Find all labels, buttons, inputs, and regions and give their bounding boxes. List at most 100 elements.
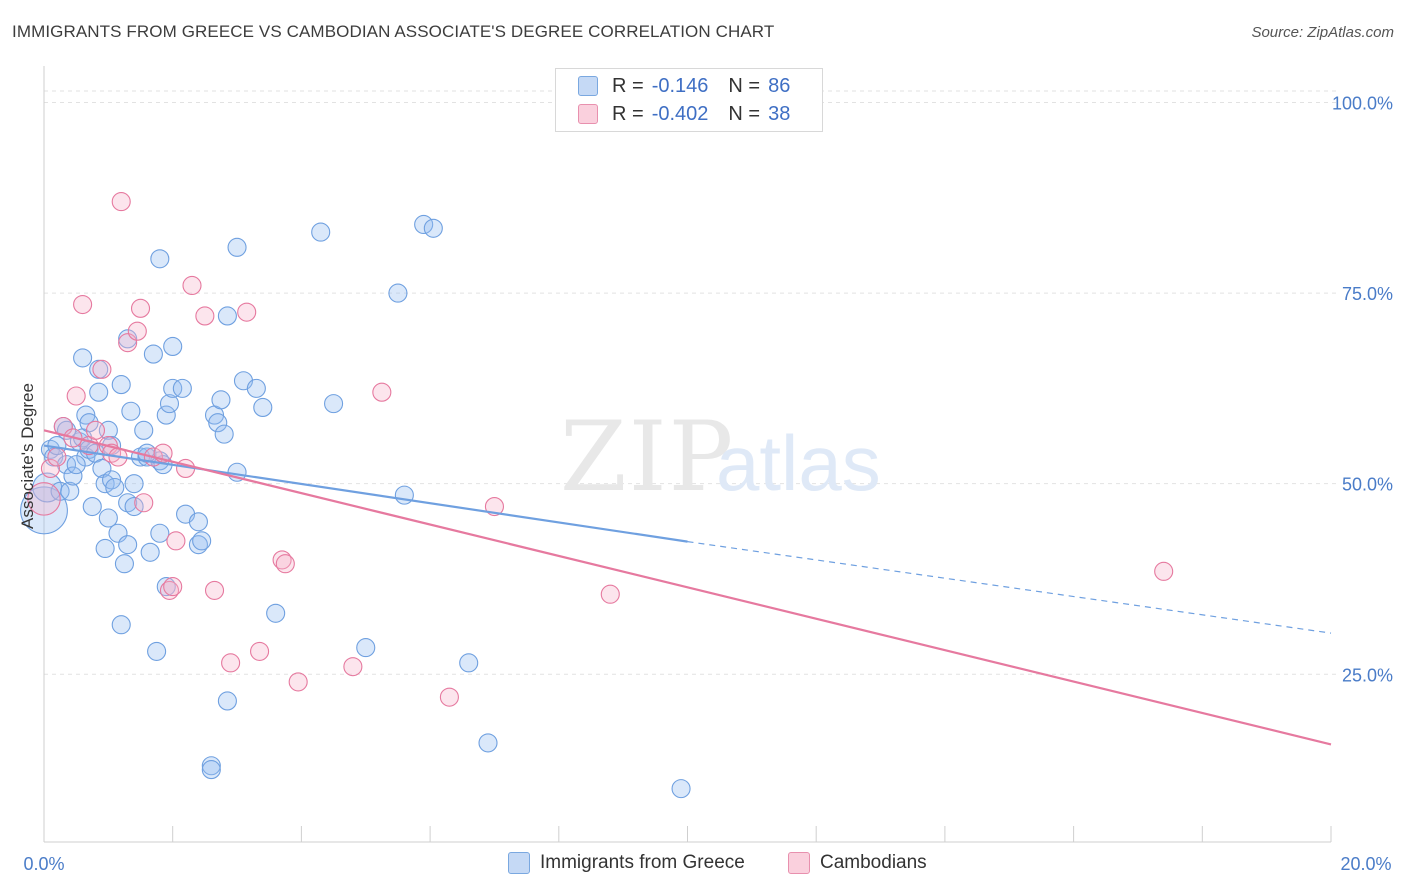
point-greece — [150, 523, 170, 543]
point-greece — [459, 653, 479, 673]
series-label-greece: Immigrants from Greece — [540, 852, 745, 873]
point-greece — [188, 512, 208, 532]
point-greece — [98, 508, 118, 528]
point-greece — [478, 733, 498, 753]
point-greece — [253, 397, 273, 417]
series-legend-greece[interactable]: Immigrants from Greece — [508, 852, 745, 874]
point-greece — [150, 249, 170, 269]
legend-r-value: -0.402 — [651, 102, 709, 125]
point-cambodian — [166, 531, 186, 551]
watermark-zip: ZIP — [560, 401, 735, 513]
point-greece — [311, 222, 331, 242]
y-axis-label: Associate's Degree — [18, 383, 37, 529]
point-greece — [118, 535, 138, 555]
legend-n-value: 86 — [768, 74, 791, 97]
point-cambodian — [47, 447, 67, 467]
x-tick-label: 0.0% — [23, 854, 64, 874]
point-greece — [124, 474, 144, 494]
chart-title: IMMIGRANTS FROM GREECE VS CAMBODIAN ASSO… — [12, 22, 775, 41]
stats-legend: R = -0.146 N = 86 R = -0.402 N = 38 — [555, 68, 823, 132]
point-cambodian — [134, 493, 154, 513]
watermark-atlas: atlas — [716, 419, 881, 507]
point-greece — [105, 477, 125, 498]
point-greece — [163, 378, 183, 398]
point-cambodian — [250, 641, 270, 661]
point-cambodian — [130, 298, 151, 318]
legend-swatch-greece — [578, 76, 598, 96]
point-greece — [266, 603, 286, 623]
y-tick-label: 50.0% — [1342, 475, 1393, 495]
point-greece — [217, 691, 237, 711]
point-greece — [124, 497, 144, 517]
point-greece — [356, 638, 376, 658]
point-cambodian — [66, 386, 86, 406]
point-cambodian — [288, 672, 308, 692]
point-cambodian — [73, 294, 93, 315]
point-greece — [192, 531, 212, 551]
point-greece — [66, 455, 86, 475]
point-greece — [188, 535, 208, 555]
point-greece — [114, 554, 134, 574]
legend-n-label: N = — [728, 74, 761, 97]
series-legend: Immigrants from Greece Cambodians — [0, 852, 1406, 878]
trend-line-cambodian — [43, 429, 1332, 746]
point-greece — [79, 413, 99, 433]
point-cambodian — [237, 302, 257, 322]
legend-n-value: 38 — [768, 102, 791, 125]
point-greece — [121, 401, 141, 421]
y-tick-label: 100.0% — [1332, 93, 1393, 113]
x-tick-label: 20.0% — [1340, 854, 1391, 874]
point-greece — [56, 455, 77, 475]
point-greece — [147, 641, 167, 661]
point-greece — [246, 378, 266, 398]
point-greece — [89, 382, 109, 402]
point-greece — [159, 394, 180, 414]
point-cambodian — [40, 458, 60, 478]
point-greece — [140, 542, 160, 562]
point-greece — [324, 394, 344, 414]
point-greece — [423, 218, 443, 238]
point-cambodian — [27, 482, 61, 516]
point-greece — [414, 214, 434, 235]
point-greece — [63, 466, 83, 486]
series-label-cambodians: Cambodians — [820, 852, 927, 873]
series-legend-cambodians[interactable]: Cambodians — [788, 852, 927, 874]
point-cambodian — [127, 321, 147, 341]
point-cambodian — [182, 275, 202, 296]
legend-swatch-cambodians — [578, 104, 598, 124]
point-cambodian — [92, 359, 112, 379]
point-greece — [208, 413, 228, 433]
axes — [43, 66, 1332, 843]
point-greece — [211, 390, 231, 410]
point-greece — [156, 405, 176, 425]
point-greece — [201, 760, 221, 780]
legend-row-cambodians: R = -0.402 N = 38 — [578, 101, 790, 127]
point-greece — [76, 405, 96, 425]
y-tick-label: 25.0% — [1342, 665, 1393, 685]
point-cambodian — [204, 580, 225, 600]
trend-line-greece — [43, 444, 688, 543]
point-greece — [214, 424, 234, 444]
source-label: Source: ZipAtlas.com — [1251, 24, 1394, 41]
point-cambodian — [343, 657, 363, 677]
trend-line-extension-greece — [687, 541, 1332, 634]
legend-n-label: N = — [728, 102, 761, 125]
point-cambodian — [85, 420, 106, 440]
point-greece — [671, 779, 691, 799]
point-greece — [95, 538, 115, 559]
point-greece — [102, 470, 122, 490]
point-cambodian — [1154, 561, 1174, 581]
point-cambodian — [600, 584, 620, 604]
point-greece — [82, 497, 102, 517]
point-greece — [217, 306, 237, 326]
point-greece — [143, 344, 163, 364]
point-cambodian — [111, 192, 131, 212]
point-greece — [227, 237, 247, 257]
series-swatch-greece — [508, 852, 530, 874]
legend-r-value: -0.146 — [651, 74, 709, 97]
point-greece — [111, 375, 131, 395]
point-greece — [60, 481, 80, 501]
point-cambodian — [163, 577, 183, 597]
point-cambodian — [221, 653, 241, 673]
